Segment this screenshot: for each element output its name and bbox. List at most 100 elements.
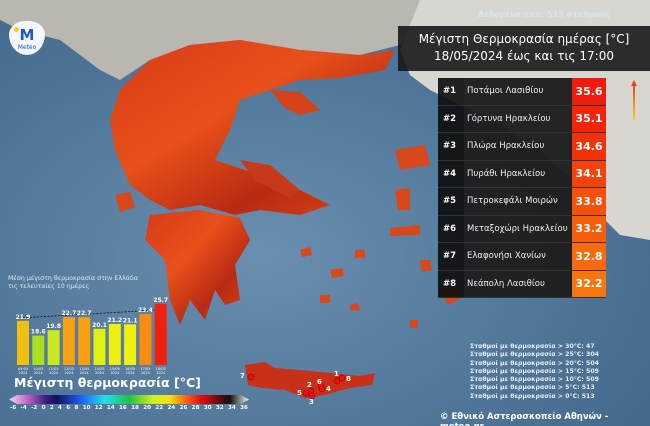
- bar-date-label: 14/05: [94, 367, 104, 371]
- rank-number: #3: [443, 141, 457, 152]
- data-source-count: Δεδομένα από: 513 σταθμούς: [478, 10, 611, 19]
- stat-line: Σταθμοί με θερμοκρασία > 30°C: 47: [470, 343, 595, 350]
- halkidiki: [270, 90, 320, 115]
- trend-line: [22, 309, 161, 319]
- colorbar-tick: 18: [131, 405, 139, 411]
- marker-label-7: 7: [240, 372, 245, 380]
- bar-year-label: 2024: [141, 371, 151, 375]
- colorbar-ticks: -6 -4 -2 0 2 4 6 8 10 12 14 16 18 20 22 24 26 28 30 32 34 36: [10, 405, 248, 411]
- samos-ikaria: [390, 225, 420, 236]
- marker-label-8: 8: [346, 375, 351, 383]
- marker-label-5: 5: [297, 389, 302, 397]
- bar: [154, 303, 167, 365]
- bar: [47, 330, 60, 365]
- bar: [17, 320, 29, 365]
- station-max-temp: 35.1: [572, 105, 606, 132]
- title-line-1: Μέγιστη Θερμοκρασία ημέρας [°C]: [418, 32, 630, 46]
- bar-value-label: 21.2: [107, 317, 122, 324]
- evia: [240, 160, 300, 198]
- temperature-colorbar: [9, 395, 249, 404]
- colorbar-tick: 26: [179, 405, 188, 411]
- colorbar-tick: -2: [31, 405, 38, 411]
- stat-line: Σταθμοί με θερμοκρασία > 0°C: 513: [470, 392, 595, 400]
- bar: [139, 314, 152, 365]
- bar-year-label: 2024: [19, 371, 29, 375]
- bar-year-label: 2024: [95, 371, 105, 375]
- bar-value-label: 21.9: [16, 314, 31, 321]
- bar-date-label: 12/05: [64, 367, 74, 371]
- colorbar-tick: -6: [10, 405, 17, 411]
- station-max-temp: 32.8: [572, 243, 606, 270]
- ranking-row: #3 Πλώρα Ηρακλείου 34.6: [438, 133, 606, 161]
- bar-year-label: 2024: [126, 371, 136, 375]
- meteo-logo[interactable]: M Meteo: [9, 21, 45, 55]
- rank-number: #1: [443, 86, 457, 97]
- colorbar-tick: 12: [94, 405, 103, 411]
- bar-date-label: 09/05: [18, 367, 28, 371]
- rank-number: #6: [443, 223, 457, 234]
- bar-value-label: 19.8: [46, 323, 61, 330]
- bar-date-label: 16/05: [125, 367, 135, 371]
- bar-year-label: 2024: [64, 371, 74, 375]
- marker-label-4: 4: [326, 385, 331, 393]
- station-max-temp: 33.8: [572, 188, 606, 215]
- stat-line: Σταθμοί με θερμοκρασία > 5°C: 513: [470, 384, 595, 392]
- marker-label-6: 6: [317, 378, 322, 386]
- chart-title-line-1: Μέση μέγιστη θερμοκρασία στην Ελλάδα: [8, 275, 138, 282]
- bar-value-label: 25.7: [153, 297, 168, 304]
- logo-m-glyph: M: [19, 26, 35, 44]
- station-max-temp: 34.1: [572, 160, 606, 187]
- colorbar-tick: 32: [215, 405, 224, 411]
- bar-date-label: 13/05: [79, 367, 89, 371]
- station-name: Νεάπολη Λασιθίου: [464, 270, 572, 297]
- colorbar-tick: 30: [203, 405, 212, 411]
- station-name: Γόρτυνα Ηρακλείου: [464, 105, 572, 132]
- rank-number: #7: [443, 251, 457, 262]
- bar-date-label: 17/05: [140, 367, 150, 371]
- ranking-row: #1 Ποτάμοι Λασιθίου 35.6: [438, 78, 606, 106]
- bar-value-label: 23.4: [138, 307, 153, 314]
- bar: [62, 317, 75, 365]
- station-name: Ποτάμοι Λασιθίου: [464, 78, 572, 105]
- cyclades: [300, 247, 365, 311]
- logo-sun-dot: [14, 27, 19, 32]
- mainland-greece: [110, 40, 395, 215]
- bar: [78, 317, 91, 365]
- stat-line: Σταθμοί με θερμοκρασία > 15°C: 509: [470, 367, 599, 375]
- bar-value-label: 22.7: [77, 310, 92, 317]
- colorbar-tick: 24: [167, 405, 176, 411]
- bar-year-label: 2024: [49, 371, 59, 375]
- rank-number: #5: [443, 196, 457, 207]
- rank-number: #8: [443, 278, 457, 289]
- station-markers: [247, 373, 346, 400]
- bar: [93, 328, 106, 365]
- bar-date-label: 10/05: [33, 367, 43, 371]
- rank-number: #4: [443, 168, 457, 179]
- station-max-temp: 32.2: [572, 270, 606, 297]
- station-name: Πυράθι Ηρακλείου: [464, 160, 572, 187]
- legend-title: Μέγιστη θερμοκρασία [°C]: [14, 375, 201, 390]
- bar-year-label: 2024: [156, 371, 166, 375]
- peloponnese: [145, 210, 250, 325]
- colorbar-tick: 34: [228, 405, 236, 411]
- ten-day-bar-chart: 21.909/05202418.610/05202419.811/0520242…: [16, 297, 169, 375]
- copyright[interactable]: © Εθνικό Αστεροσκοπείο Αθηνών - meteo.gr: [440, 412, 609, 426]
- ranking-row: #6 Μεταξοχώρι Ηρακλείου 33.2: [438, 215, 606, 243]
- ranking-row: #7 Ελαφονήσι Χανίων 32.8: [438, 243, 606, 271]
- lesvos: [395, 145, 430, 170]
- marker-label-1: 1: [334, 370, 339, 378]
- logo-text: Meteo: [17, 44, 37, 51]
- rank-number: #2: [443, 113, 457, 124]
- bar: [108, 323, 121, 365]
- station-max-temp: 33.2: [572, 215, 606, 242]
- colorbar-tick: 28: [191, 405, 200, 411]
- colorbar-tick: 4: [58, 405, 62, 411]
- colorbar-tick: 36: [240, 405, 248, 411]
- colorbar-tick: 2: [49, 405, 54, 411]
- colorbar-tick: 20: [143, 405, 152, 411]
- colorbar-tick: 10: [82, 405, 91, 411]
- title-line-2: 18/05/2024 έως και τις 17:00: [434, 49, 614, 63]
- bar-value-label: 18.6: [31, 329, 46, 336]
- station-max-temp: 35.6: [572, 78, 606, 105]
